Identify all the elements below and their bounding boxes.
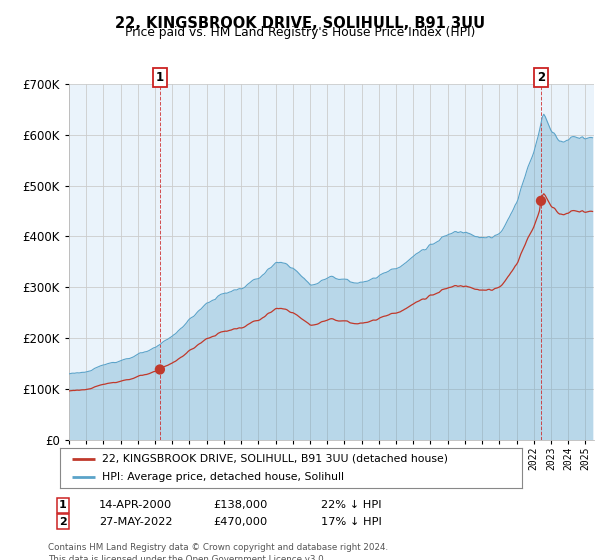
Text: Price paid vs. HM Land Registry's House Price Index (HPI): Price paid vs. HM Land Registry's House … xyxy=(125,26,475,39)
Text: 22% ↓ HPI: 22% ↓ HPI xyxy=(321,500,382,510)
Text: Contains HM Land Registry data © Crown copyright and database right 2024.
This d: Contains HM Land Registry data © Crown c… xyxy=(48,543,388,560)
Text: £138,000: £138,000 xyxy=(213,500,268,510)
Text: £470,000: £470,000 xyxy=(213,517,267,527)
Text: 1: 1 xyxy=(156,71,164,84)
Text: 2: 2 xyxy=(537,71,545,84)
Text: 17% ↓ HPI: 17% ↓ HPI xyxy=(321,517,382,527)
Text: 22, KINGSBROOK DRIVE, SOLIHULL, B91 3UU (detached house): 22, KINGSBROOK DRIVE, SOLIHULL, B91 3UU … xyxy=(101,454,448,464)
Text: 22, KINGSBROOK DRIVE, SOLIHULL, B91 3UU: 22, KINGSBROOK DRIVE, SOLIHULL, B91 3UU xyxy=(115,16,485,31)
Point xyxy=(536,197,546,206)
Text: 27-MAY-2022: 27-MAY-2022 xyxy=(99,517,173,527)
Text: 2: 2 xyxy=(59,517,67,527)
Text: 14-APR-2000: 14-APR-2000 xyxy=(99,500,172,510)
Text: HPI: Average price, detached house, Solihull: HPI: Average price, detached house, Soli… xyxy=(101,473,344,482)
Text: 1: 1 xyxy=(59,500,67,510)
Point xyxy=(155,365,164,374)
